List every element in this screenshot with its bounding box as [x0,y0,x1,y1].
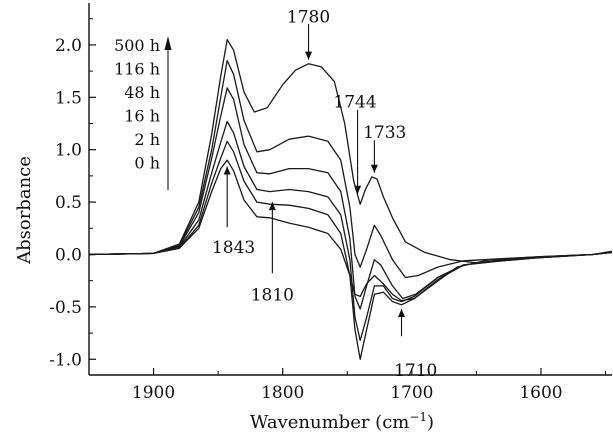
peak-arrowhead-1780 [305,51,313,60]
spectrum-line-0 [88,39,613,264]
x-tick-label: 1700 [390,383,433,403]
legend-label: 116 h [114,60,160,79]
tick-marks: -1.0 -0.5 0.0 0.5 1.0 1.5 2.0 1900 1800 1700 1600 [49,18,607,403]
axes [88,3,612,376]
y-tick-label: 1.0 [55,141,82,161]
peak-label-1733: 1733 [363,123,406,143]
y-tick-label: -0.5 [49,298,82,318]
y-axis-label: Absorbance [14,156,35,265]
y-tick-label: -1.0 [49,350,82,370]
spectrum-line-5 [88,159,613,302]
x-tick-label: 1900 [132,383,175,403]
time-arrowhead [164,36,172,50]
peak-label-1843: 1843 [212,238,255,258]
spectra-curves [88,39,613,360]
peak-label-1710: 1710 [394,361,437,381]
legend-label: 48 h [124,83,160,102]
y-tick-label: 2.0 [55,36,82,56]
spectrum-line-4 [88,140,613,360]
peak-arrowhead-1710 [398,308,406,317]
peak-label-1744: 1744 [333,93,376,113]
x-tick-label: 1600 [519,383,562,403]
time-legend: 500 h 116 h 48 h 16 h 2 h 0 h [114,36,172,190]
peak-label-1780: 1780 [287,8,330,28]
x-axis-label: Wavenumber (cm−1) [250,410,434,433]
y-tick-label: 0.0 [55,245,82,265]
peak-annotations: 1780 1744 1733 1843 1810 1710 [212,8,437,381]
peak-arrowhead-1733 [370,164,378,173]
peak-arrowhead-1810 [268,202,276,211]
legend-label: 500 h [114,36,160,55]
peak-arrowhead-1843 [223,166,231,175]
legend-label: 2 h [134,130,160,149]
legend-label: 0 h [134,154,160,173]
spectrum-line-3 [88,120,613,342]
x-axis-label-superscript: −1 [409,410,427,424]
legend-label: 16 h [124,107,160,126]
peak-arrowhead-1744 [354,185,362,194]
x-axis-label-main: Wavenumber (cm [250,412,409,433]
y-tick-label: 0.5 [55,193,82,213]
x-tick-label: 1800 [261,383,304,403]
y-tick-label: 1.5 [55,88,82,108]
x-axis-label-close: ) [427,412,434,433]
spectrum-line-1 [88,59,613,279]
peak-label-1810: 1810 [251,285,294,305]
